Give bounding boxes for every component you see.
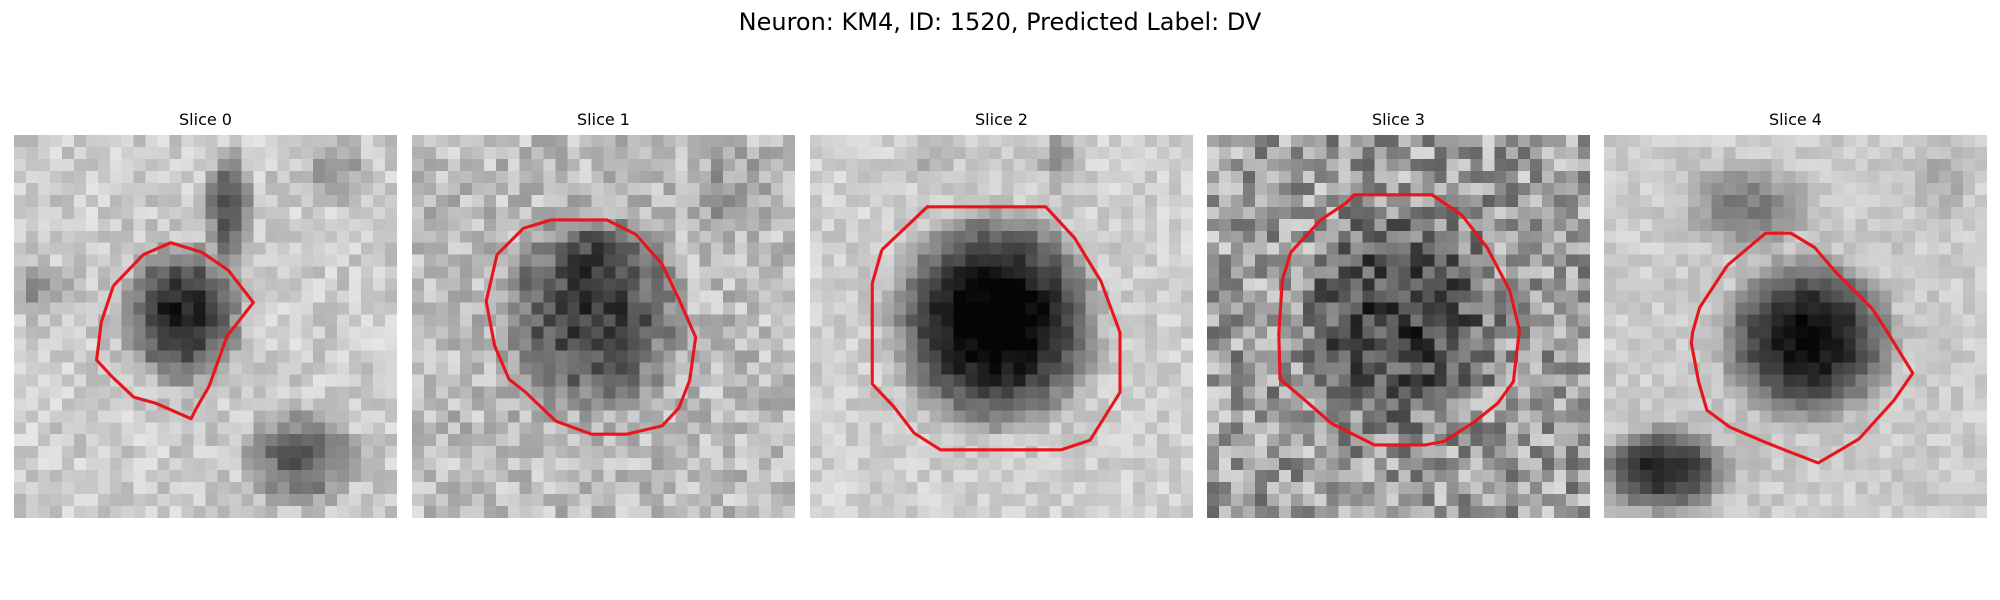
grayscale-slice-1 xyxy=(412,135,795,518)
grayscale-slice-4 xyxy=(1604,135,1987,518)
slice-title-2: Slice 2 xyxy=(975,110,1028,129)
slice-panel-4: Slice 4 xyxy=(1604,108,1987,519)
grayscale-slice-2 xyxy=(810,135,1193,518)
roi-outline-4 xyxy=(1689,231,1915,465)
roi-outline-1 xyxy=(484,218,698,436)
slice-title-4: Slice 4 xyxy=(1769,110,1822,129)
slice-panel-2: Slice 2 xyxy=(810,108,1193,519)
roi-outline-0 xyxy=(95,241,255,421)
slice-image-3 xyxy=(1207,135,1590,518)
slice-panel-3: Slice 3 xyxy=(1207,108,1590,519)
slice-image-2 xyxy=(810,135,1193,518)
slice-image-1 xyxy=(412,135,795,518)
grayscale-slice-0 xyxy=(14,135,397,518)
slice-panel-1: Slice 1 xyxy=(412,108,795,519)
slice-image-0 xyxy=(14,135,397,518)
grayscale-slice-3 xyxy=(1207,135,1590,518)
figure-title: Neuron: KM4, ID: 1520, Predicted Label: … xyxy=(738,8,1262,36)
slice-panel-0: Slice 0 xyxy=(14,108,397,519)
slice-title-0: Slice 0 xyxy=(179,110,232,129)
slice-image-4 xyxy=(1604,135,1987,518)
roi-outline-3 xyxy=(1277,193,1521,447)
slice-title-1: Slice 1 xyxy=(577,110,630,129)
slice-title-3: Slice 3 xyxy=(1372,110,1425,129)
roi-outline-2 xyxy=(870,205,1122,452)
